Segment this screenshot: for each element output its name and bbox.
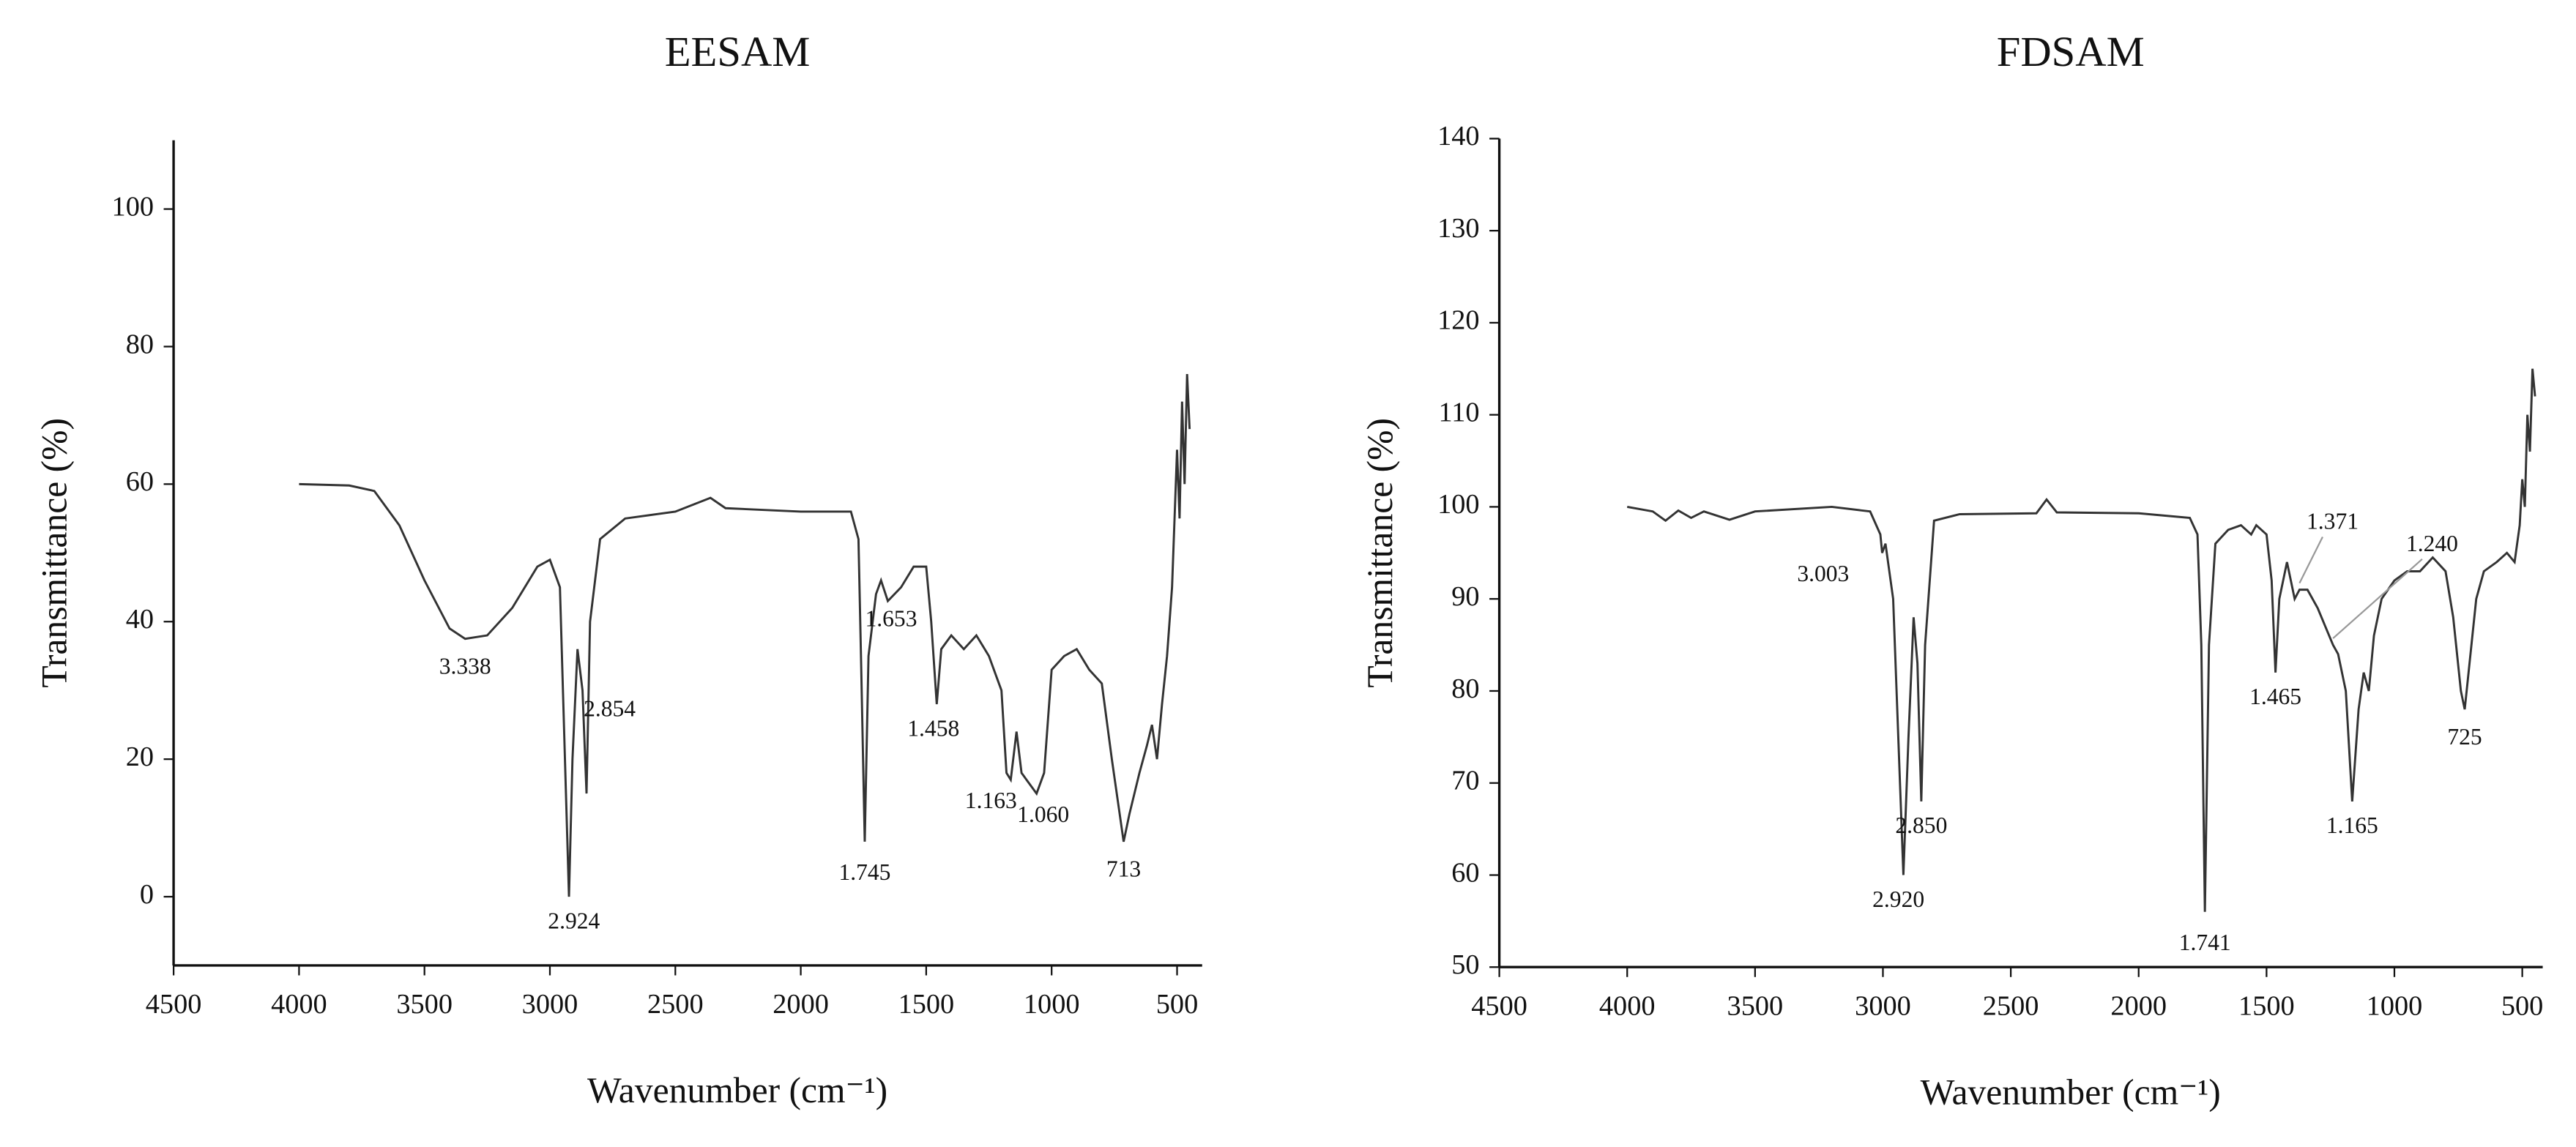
peak-label: 1.163 bbox=[965, 788, 1017, 813]
y-tick-label: 70 bbox=[1451, 766, 1479, 796]
x-tick-label: 2500 bbox=[1983, 990, 2039, 1021]
y-tick-label: 20 bbox=[126, 741, 154, 772]
x-tick-label: 1000 bbox=[2367, 990, 2423, 1021]
chart-title: FDSAM bbox=[1997, 28, 2145, 75]
x-axis-label: Wavenumber (cm⁻¹) bbox=[587, 1070, 887, 1110]
x-tick-label: 3500 bbox=[396, 989, 453, 1020]
peak-label: 2.924 bbox=[548, 908, 600, 933]
x-tick-label: 2500 bbox=[647, 989, 704, 1020]
chart-title: EESAM bbox=[665, 28, 811, 75]
y-tick-label: 60 bbox=[126, 466, 154, 497]
y-tick-label: 140 bbox=[1437, 121, 1479, 152]
peak-label: 1.240 bbox=[2406, 531, 2458, 556]
peak-label: 713 bbox=[1106, 856, 1141, 882]
y-tick-label: 90 bbox=[1451, 581, 1479, 612]
peak-label: 1.371 bbox=[2307, 509, 2359, 534]
peak-label: 1.745 bbox=[838, 859, 890, 885]
y-tick-label: 130 bbox=[1437, 213, 1479, 244]
x-tick-label: 4000 bbox=[1599, 990, 1656, 1021]
spectrum-line bbox=[1626, 368, 2536, 912]
x-tick-label: 2000 bbox=[2110, 990, 2167, 1021]
x-tick-label: 4000 bbox=[271, 989, 327, 1020]
y-tick-label: 120 bbox=[1437, 305, 1479, 336]
peak-label: 1.458 bbox=[907, 715, 959, 741]
x-tick-label: 1000 bbox=[1024, 989, 1080, 1020]
leader-line bbox=[2298, 536, 2323, 584]
x-tick-label: 3500 bbox=[1727, 990, 1784, 1021]
x-tick-label: 4500 bbox=[1471, 990, 1527, 1021]
peak-label: 2.920 bbox=[1872, 886, 1924, 912]
x-tick-label: 1500 bbox=[2238, 990, 2295, 1021]
peak-label: 1.060 bbox=[1017, 802, 1069, 827]
leader-line bbox=[2332, 558, 2423, 639]
peak-label: 1.653 bbox=[865, 605, 917, 631]
y-tick-label: 110 bbox=[1438, 397, 1479, 427]
y-tick-label: 100 bbox=[112, 191, 154, 222]
x-tick-label: 500 bbox=[1156, 989, 1198, 1020]
y-axis-label: Transmittance (%) bbox=[1360, 418, 1400, 688]
x-tick-label: 1500 bbox=[898, 989, 955, 1020]
x-tick-label: 4500 bbox=[146, 989, 202, 1020]
peak-label: 1.465 bbox=[2249, 684, 2301, 709]
y-tick-label: 100 bbox=[1437, 489, 1479, 520]
y-tick-label: 50 bbox=[1451, 949, 1479, 980]
peak-label: 2.854 bbox=[584, 696, 636, 722]
peak-label: 3.338 bbox=[439, 654, 491, 679]
y-tick-label: 60 bbox=[1451, 857, 1479, 888]
x-tick-label: 2000 bbox=[773, 989, 829, 1020]
y-axis-label: Transmittance (%) bbox=[34, 418, 75, 688]
x-tick-label: 3000 bbox=[522, 989, 578, 1020]
peak-label: 1.165 bbox=[2326, 812, 2378, 838]
peak-label: 725 bbox=[2447, 724, 2482, 750]
chart-panel: FDSAM 4500 4000 3500 3000 2500 2000 1500 1000 500… bbox=[1360, 28, 2543, 1112]
peak-label: 1.741 bbox=[2179, 930, 2231, 955]
y-tick-label: 80 bbox=[1451, 673, 1479, 704]
spectrum-line bbox=[299, 374, 1191, 897]
y-tick-label: 0 bbox=[140, 879, 154, 910]
y-tick-label: 40 bbox=[126, 604, 154, 635]
peak-label: 3.003 bbox=[1797, 561, 1849, 586]
x-tick-label: 500 bbox=[2501, 990, 2543, 1021]
x-axis-label: Wavenumber (cm⁻¹) bbox=[1921, 1072, 2221, 1112]
y-tick-label: 80 bbox=[126, 329, 154, 359]
x-tick-label: 3000 bbox=[1855, 990, 1911, 1021]
peak-label: 2.850 bbox=[1895, 812, 1947, 838]
